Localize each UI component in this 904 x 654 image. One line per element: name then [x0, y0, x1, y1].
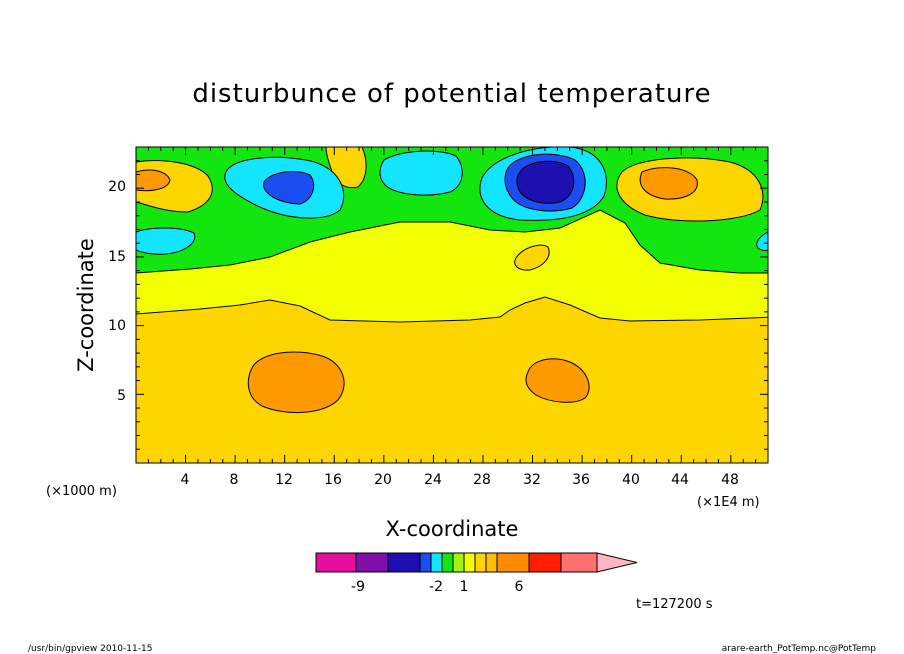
colorbar-swatch — [315, 552, 357, 573]
x-tick-label: 28 — [473, 472, 491, 488]
cool-cell-far-right — [756, 231, 768, 252]
colorbar-label: -2 — [429, 579, 443, 595]
x-axis-label: X-coordinate — [386, 517, 519, 541]
y-axis-label: Z-coordinate — [74, 238, 98, 372]
cold-center-right — [516, 160, 575, 204]
warm-cell-right — [525, 358, 590, 403]
y-tick-label: 10 — [108, 318, 126, 334]
colorbar-swatch — [452, 552, 465, 573]
colorbar-swatch — [560, 552, 598, 573]
colorbar-labels: -9 -2 1 6 — [351, 579, 524, 595]
x-tick-label: 4 — [181, 472, 190, 488]
x-unit-right: (×1E4 m) — [697, 495, 760, 510]
x-tick-label: 20 — [374, 472, 392, 488]
x-tick-label: 8 — [230, 472, 239, 488]
y-tick-label: 15 — [108, 249, 126, 265]
cool-cell-center — [379, 150, 463, 196]
footer-program: /usr/bin/gpview 2010-11-15 — [28, 644, 152, 654]
chart-title: disturbunce of potential temperature — [192, 79, 711, 109]
x-tick-label: 44 — [671, 472, 689, 488]
colorbar-swatch — [441, 552, 454, 573]
colorbar-swatch — [355, 552, 389, 573]
colorbar-swatch — [485, 552, 498, 573]
time-readout: t=127200 s — [636, 597, 713, 612]
x-tick-label: 40 — [622, 472, 640, 488]
y-tick-label: 5 — [117, 388, 126, 404]
contour-field — [136, 147, 768, 463]
cold-core-left — [263, 171, 315, 205]
plot-frame — [135, 146, 769, 464]
warm-blob-mid — [514, 244, 550, 271]
x-tick-label: 24 — [424, 472, 442, 488]
colorbar-swatch — [463, 552, 476, 573]
colorbar — [315, 552, 638, 573]
colorbar-swatch — [387, 552, 421, 573]
x-tick-label: 32 — [523, 472, 541, 488]
footer-source: arare-earth_PotTemp.nc@PotTemp — [722, 644, 877, 654]
colorbar-label: -9 — [351, 579, 365, 595]
colorbar-swatch — [474, 552, 487, 573]
cool-cell-far-left — [136, 227, 196, 255]
x-tick-label: 48 — [721, 472, 739, 488]
y-tick-label: 20 — [108, 179, 126, 195]
colorbar-label: 6 — [515, 579, 524, 595]
warm-spot-top-left — [136, 169, 171, 192]
warm-spot-top-right — [639, 167, 698, 200]
colorbar-extension-arrow — [596, 552, 638, 573]
warm-cell-left — [247, 351, 345, 414]
axis-ticks — [136, 147, 768, 463]
colorbar-label: 1 — [460, 579, 469, 595]
x-unit-left: (×1000 m) — [46, 484, 117, 499]
colorbar-swatch — [419, 552, 432, 573]
colorbar-swatch — [430, 552, 443, 573]
x-tick-labels: 4 8 12 16 20 24 28 32 36 40 44 48 — [181, 472, 739, 488]
x-tick-label: 12 — [275, 472, 293, 488]
x-tick-label: 16 — [324, 472, 342, 488]
colorbar-swatch — [528, 552, 562, 573]
colorbar-swatch — [496, 552, 530, 573]
x-tick-label: 36 — [572, 472, 590, 488]
y-tick-labels: 5 10 15 20 — [108, 179, 126, 404]
